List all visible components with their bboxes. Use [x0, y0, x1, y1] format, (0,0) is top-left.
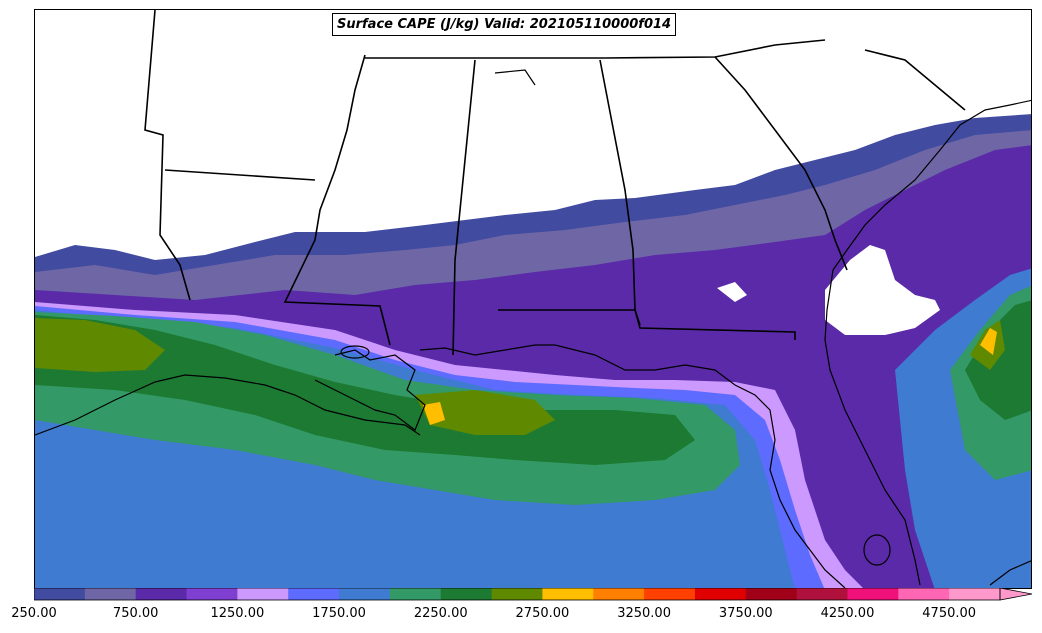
- state-border-ms-al: [452, 59, 476, 356]
- colorbar-tick-label: 3750.00: [718, 606, 773, 621]
- colorbar-segment: [288, 588, 340, 600]
- cape-hole-sc: [825, 245, 940, 335]
- coast-ga-sc-nc: [824, 99, 1031, 341]
- colorbar-segment: [847, 588, 899, 600]
- state-border-ms-river: [283, 54, 391, 346]
- coast-gulf-tx-la: [35, 374, 421, 436]
- map-title: Surface CAPE (J/kg) Valid: 202105110000f…: [332, 13, 677, 36]
- colorbar-outline: [34, 588, 1001, 601]
- colorbar-segment: [237, 588, 289, 600]
- lake-okeechobee: [863, 534, 891, 566]
- colorbar-segment: [491, 588, 543, 600]
- colorbar-segment: [694, 588, 747, 600]
- cape-band-2750: [35, 318, 165, 372]
- colorbar-extend-arrow: [999, 588, 1033, 601]
- colorbar-segment: [745, 588, 798, 600]
- colorbar-segment: [389, 588, 442, 600]
- boundaries: [35, 10, 1031, 588]
- colorbar-segment: [796, 588, 848, 600]
- colorbar-tick-label: 4750.00: [922, 606, 977, 621]
- colorbar-tick-label: 1250.00: [210, 606, 265, 621]
- colorbar-segment: [898, 588, 950, 600]
- colorbar-segment: [440, 588, 493, 600]
- colorbar-tick-label: 2250.00: [413, 606, 468, 621]
- state-border-ga-sc: [714, 56, 848, 271]
- coast-fl-east: [824, 339, 921, 586]
- colorbar-segment: [593, 588, 645, 600]
- coast-fl-south: [989, 560, 1031, 586]
- cape-band-2750b: [415, 390, 555, 435]
- lake-tn-river: [494, 69, 536, 86]
- map-panel: [34, 9, 1032, 589]
- cape-colorbar: [34, 588, 1033, 601]
- colorbar-tick-label: 4250.00: [820, 606, 875, 621]
- coast-la-delta: [314, 349, 426, 431]
- colorbar-segment: [542, 588, 594, 600]
- colorbar-segment: [644, 588, 696, 600]
- state-border-ar-tx: [144, 10, 191, 301]
- cape-field-map: [35, 10, 1031, 588]
- colorbar-tick-label: 1750.00: [312, 606, 366, 621]
- colorbar-tick-label: 3250.00: [617, 606, 671, 621]
- state-border-la-ar: [164, 169, 316, 181]
- cape-band-atlantic-2250: [965, 300, 1031, 420]
- colorbar-segment: [339, 588, 391, 600]
- coast-ms-al-fl: [419, 344, 846, 588]
- state-border-tn: [365, 39, 826, 59]
- colorbar-tick-label: 750.00: [112, 606, 159, 621]
- cape-band-3000: [423, 402, 445, 425]
- state-border-nc-sc: [864, 49, 966, 111]
- lake-pontchartrain: [340, 345, 370, 359]
- colorbar-segment: [34, 588, 86, 600]
- colorbar-segment: [84, 588, 137, 600]
- cape-band-atlantic-3000: [980, 328, 997, 355]
- cape-hole-ga: [717, 282, 747, 302]
- colorbar-tick-label: 2750.00: [515, 606, 570, 621]
- cape-contours: [35, 114, 1031, 588]
- colorbar-tick-label: 250.00: [11, 606, 57, 621]
- colorbar-segment: [186, 588, 238, 600]
- colorbar-segment: [135, 588, 188, 600]
- state-border-fl-ga: [498, 309, 796, 340]
- colorbar-segment: [949, 588, 1001, 600]
